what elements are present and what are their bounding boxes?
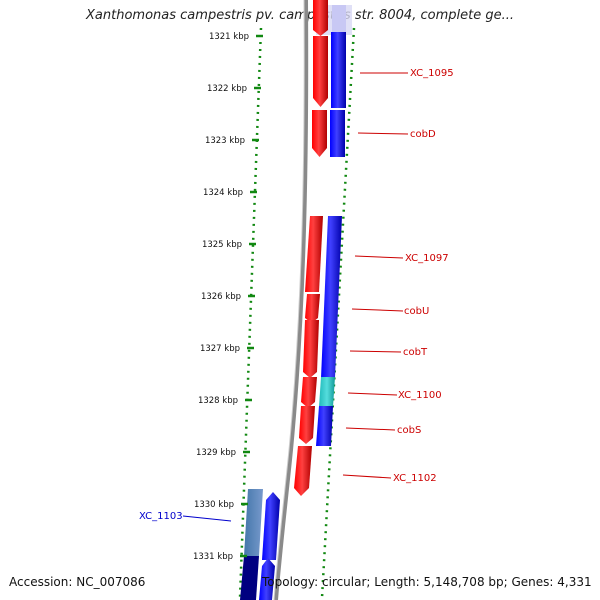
leader-XC_1097 bbox=[354, 255, 404, 259]
gene-top-blue-cds[interactable] bbox=[332, 5, 346, 35]
ruler-tick-label: 1321 kbp bbox=[209, 32, 249, 42]
genome-backbone-highlight bbox=[273, 0, 305, 600]
gene-label-XC_1102[interactable]: XC_1102 bbox=[393, 473, 437, 484]
ruler-tick-label: 1322 kbp bbox=[207, 84, 247, 94]
gene-label-cobS[interactable]: cobS bbox=[397, 425, 421, 436]
leader-cobT bbox=[349, 350, 402, 353]
gene-top-red-cds[interactable] bbox=[313, 0, 328, 36]
genome-title: Xanthomonas campestris pv. campestris st… bbox=[86, 8, 514, 23]
ruler-layer: 1321 kbp 1322 kbp 1323 kbp 1324 kbp 1325 kbp… bbox=[193, 32, 263, 562]
accession-text: Accession: NC_007086 bbox=[9, 575, 146, 589]
gene-label-cobU[interactable]: cobU bbox=[404, 306, 429, 317]
ruler-tick-label: 1328 kbp bbox=[198, 396, 238, 406]
leader-XC_1102 bbox=[342, 474, 392, 479]
ruler-tick-label: 1326 kbp bbox=[201, 292, 241, 302]
ruler-tick-label: 1324 kbp bbox=[203, 188, 243, 198]
gene-XC_1103-steel-cds[interactable] bbox=[244, 489, 263, 556]
gene-cobD-red-cds[interactable] bbox=[312, 110, 327, 157]
gene-XC_1100-cyan-cds[interactable] bbox=[319, 377, 335, 407]
gene-XC_1095-blue-cds[interactable] bbox=[331, 32, 346, 108]
leader-cobS bbox=[345, 427, 396, 431]
gene-label-cobT[interactable]: cobT bbox=[403, 347, 428, 358]
ruler-tick-label: 1327 kbp bbox=[200, 344, 240, 354]
ruler-tick-label: 1331 kbp bbox=[193, 552, 233, 562]
gene-cobT-red-cds[interactable] bbox=[303, 320, 319, 378]
gene-label-XC_1103[interactable]: XC_1103 bbox=[139, 511, 183, 522]
gene-cobD-blue-cds[interactable] bbox=[330, 110, 345, 157]
leader-XC_1103 bbox=[182, 515, 232, 522]
gene-XC_1097-blue-cds[interactable] bbox=[321, 216, 342, 378]
gene-XC_1103-blue-arrow[interactable] bbox=[262, 492, 280, 560]
genome-backbone bbox=[274, 0, 309, 600]
gene-label-cobD[interactable]: cobD bbox=[410, 129, 436, 140]
genome-summary-text: Topology: circular; Length: 5,148,708 bp… bbox=[262, 575, 592, 589]
gene-cobS-blue-cds[interactable] bbox=[316, 406, 333, 446]
ruler-tick-label: 1330 kbp bbox=[194, 500, 234, 510]
gene-cobS-red-cds[interactable] bbox=[299, 406, 315, 444]
gene-bottom-blue-arrow[interactable] bbox=[259, 558, 275, 600]
gene-XC_1100-red-cds[interactable] bbox=[301, 377, 317, 408]
gene-XC_1095-red-cds[interactable] bbox=[313, 36, 328, 107]
gene-XC_1102-red-cds[interactable] bbox=[294, 446, 312, 496]
gene-label-XC_1100[interactable]: XC_1100 bbox=[398, 390, 442, 401]
gene-cobU-red-cds[interactable] bbox=[305, 294, 320, 323]
ruler-tick-label: 1323 kbp bbox=[205, 136, 245, 146]
ruler-tick-label: 1325 kbp bbox=[202, 240, 242, 250]
leader-XC_1100 bbox=[347, 392, 398, 396]
gene-bottom-navy-cds[interactable] bbox=[240, 556, 259, 600]
gene-label-XC_1095[interactable]: XC_1095 bbox=[410, 68, 454, 79]
leader-cobU bbox=[351, 308, 404, 312]
gene-label-XC_1097[interactable]: XC_1097 bbox=[405, 253, 449, 264]
ruler-tick-label: 1329 kbp bbox=[196, 448, 236, 458]
gene-label-layer: XC_1095 cobD XC_1097 cobU cobT XC_1100 cobS XC_… bbox=[139, 68, 454, 522]
gene-XC_1097-red-cds[interactable] bbox=[305, 216, 323, 292]
leader-cobD bbox=[357, 132, 409, 135]
